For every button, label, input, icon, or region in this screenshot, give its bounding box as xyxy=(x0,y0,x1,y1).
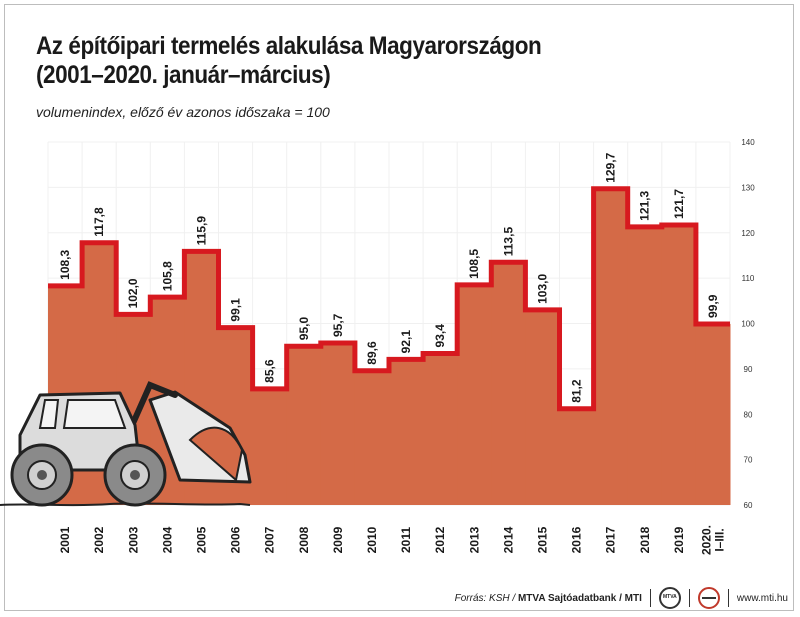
y-axis-ticks: 60 70 80 90 100 110 120 130 140 xyxy=(741,138,755,510)
y-tick-label: 100 xyxy=(741,320,755,329)
x-tick-label: 2005 xyxy=(194,526,208,553)
data-label: 95,0 xyxy=(297,317,311,341)
bar-2019 xyxy=(661,225,697,505)
x-tick-label: 2016 xyxy=(570,526,584,553)
x-tick-label: 2011 xyxy=(399,527,413,553)
bar-2011 xyxy=(389,359,424,505)
x-tick-label: 2018 xyxy=(638,526,652,553)
y-tick-label: 90 xyxy=(744,365,753,374)
figure-frame xyxy=(4,4,794,611)
footer: Forrás: KSH / MTVA Sajtóadatbank / MTI w… xyxy=(455,586,788,610)
value-labels: 108,3 117,8 102,0 105,8 115,9 99,1 85,6 95,0 95,… xyxy=(58,152,720,402)
step-line xyxy=(48,186,730,412)
data-label: 92,1 xyxy=(399,330,413,354)
source-text: Forrás: KSH / MTVA Sajtóadatbank / MTI xyxy=(454,592,642,604)
data-label: 99,9 xyxy=(706,294,720,318)
x-tick-label: 2017 xyxy=(604,526,618,553)
data-label: 85,6 xyxy=(263,359,277,383)
x-tick-label: 2008 xyxy=(297,526,311,553)
data-label: 108,5 xyxy=(467,249,481,279)
bar-2018 xyxy=(627,226,663,505)
y-tick-label: 140 xyxy=(741,138,755,147)
x-tick-label: 2001 xyxy=(58,526,72,553)
x-tick-label: 2012 xyxy=(433,526,447,553)
bar-2008 xyxy=(286,346,322,505)
data-label: 103,0 xyxy=(535,274,549,304)
bar-2013 xyxy=(457,284,492,505)
bar-2012 xyxy=(423,353,458,505)
chart-subtitle: volumenindex, előző év azonos időszaka =… xyxy=(36,104,330,120)
footer-divider xyxy=(688,589,690,607)
step-series-line xyxy=(48,186,730,412)
data-label: 115,9 xyxy=(194,216,208,246)
data-label: 95,7 xyxy=(331,313,345,337)
x-tick-label: 2004 xyxy=(160,526,174,553)
chart-title-line1: Az építőipari termelés alakulása Magyaro… xyxy=(36,32,542,60)
data-label: 105,8 xyxy=(160,261,174,291)
y-tick-label: 70 xyxy=(744,456,753,465)
data-label: 99,1 xyxy=(229,298,243,322)
x-tick-label: 2002 xyxy=(92,526,106,553)
data-label: 108,3 xyxy=(58,249,72,279)
data-label: 129,7 xyxy=(604,152,618,182)
data-label: 102,0 xyxy=(126,278,140,308)
data-label: 89,6 xyxy=(365,341,379,365)
data-label: 113,5 xyxy=(501,227,515,257)
mti-logo-icon xyxy=(697,587,720,609)
y-tick-label: 80 xyxy=(744,410,753,419)
mtva-logo-icon xyxy=(658,587,681,609)
chart-title: Az építőipari termelés alakulása Magyaro… xyxy=(36,32,542,90)
y-tick-label: 120 xyxy=(741,229,755,238)
x-tick-label: 2014 xyxy=(501,526,515,553)
x-tick-label: 2007 xyxy=(263,526,277,553)
bulldozer-illustration-icon xyxy=(0,381,252,507)
bar-2020. I–III. xyxy=(695,323,731,505)
y-tick-label: 130 xyxy=(741,183,755,192)
bar-2017 xyxy=(593,188,629,505)
x-tick-label: 2019 xyxy=(672,526,686,553)
mti-url: www.mti.hu xyxy=(736,592,788,604)
y-tick-label: 110 xyxy=(742,274,755,283)
y-tick-label: 60 xyxy=(744,501,753,510)
chart-title-line2: (2001–2020. január–március) xyxy=(36,61,331,89)
data-label: 81,2 xyxy=(570,379,584,403)
x-tick-label: 2009 xyxy=(331,526,345,553)
footer-divider xyxy=(649,589,651,607)
x-tick-label: 2003 xyxy=(126,526,140,553)
bar-2015 xyxy=(525,309,560,505)
data-label: 93,4 xyxy=(433,324,447,348)
bar-2007 xyxy=(252,388,288,505)
bar-2010 xyxy=(354,370,390,505)
x-tick-label: 2013 xyxy=(467,526,481,553)
footer-divider xyxy=(727,589,729,607)
x-tick-label: 2020. xyxy=(699,525,713,555)
data-label: 121,3 xyxy=(638,190,652,220)
x-tick-label: 2006 xyxy=(229,526,243,553)
bar-2009 xyxy=(320,343,356,505)
bar-2016 xyxy=(559,408,595,505)
x-tick-label: 2010 xyxy=(365,526,379,553)
data-label: 121,7 xyxy=(672,189,686,219)
bar-2014 xyxy=(491,262,526,505)
x-axis-labels: 2001 2002 2003 2004 2005 2006 2007 2008 2009 2010… xyxy=(58,525,726,555)
data-label: 117,8 xyxy=(92,207,106,237)
x-tick-label: I–III. xyxy=(712,528,726,551)
x-tick-label: 2015 xyxy=(535,526,549,553)
